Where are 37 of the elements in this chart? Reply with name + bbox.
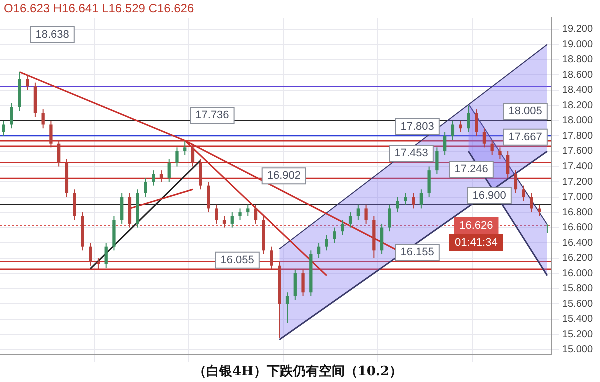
y-tick-label: 15.800 (562, 284, 594, 295)
y-tick-label: 17.000 (562, 192, 594, 204)
y-tick-label: 16.800 (562, 207, 594, 218)
y-tick-label: 18.600 (562, 70, 594, 81)
ref-line-label: 16.055 (220, 254, 254, 266)
y-tick-label: 19.000 (562, 39, 594, 50)
ref-line-label: 17.246 (454, 164, 488, 176)
y-tick-label: 18.200 (562, 100, 594, 112)
y-tick-label: 17.600 (562, 146, 594, 158)
y-tick-label: 17.200 (562, 176, 594, 188)
y-tick-label: 18.800 (562, 54, 594, 66)
annotation: 16.902 (267, 170, 301, 182)
ref-line-label: 17.667 (508, 131, 542, 144)
y-tick-label: 15.000 (562, 344, 594, 356)
ref-line-label: 16.155 (400, 246, 434, 259)
annotation: 01:41:34 (455, 236, 498, 249)
y-tick-label: 16.000 (562, 268, 594, 280)
y-tick-label: 17.400 (562, 162, 594, 172)
y-tick-label: 18.400 (562, 85, 594, 96)
ref-line-label: 18.005 (508, 106, 542, 118)
ref-line-label: 16.626 (460, 220, 494, 232)
ref-line-label: 17.803 (400, 121, 434, 134)
ref-line-label: 16.900 (472, 190, 506, 202)
y-tick-label: 18.000 (562, 116, 594, 127)
ref-line-label: 17.453 (394, 148, 428, 160)
annotation: 17.736 (196, 110, 230, 122)
y-tick-label: 19.200 (562, 24, 594, 36)
y-tick-label: 17.800 (562, 130, 594, 142)
y-tick-label: 16.200 (562, 253, 594, 264)
y-tick-label: 16.600 (562, 222, 594, 234)
y-tick-label: 15.600 (562, 298, 594, 310)
text: O16.623 H16.641 L16.529 C16.626 (4, 1, 194, 16)
y-tick-label: 16.400 (562, 238, 594, 249)
y-tick-label: 15.400 (562, 314, 594, 326)
annotation: 18.638 (36, 28, 70, 41)
y-tick-label: 15.200 (562, 329, 594, 340)
text: （白银4H）下跌仍有空间（10.2） (194, 364, 402, 380)
